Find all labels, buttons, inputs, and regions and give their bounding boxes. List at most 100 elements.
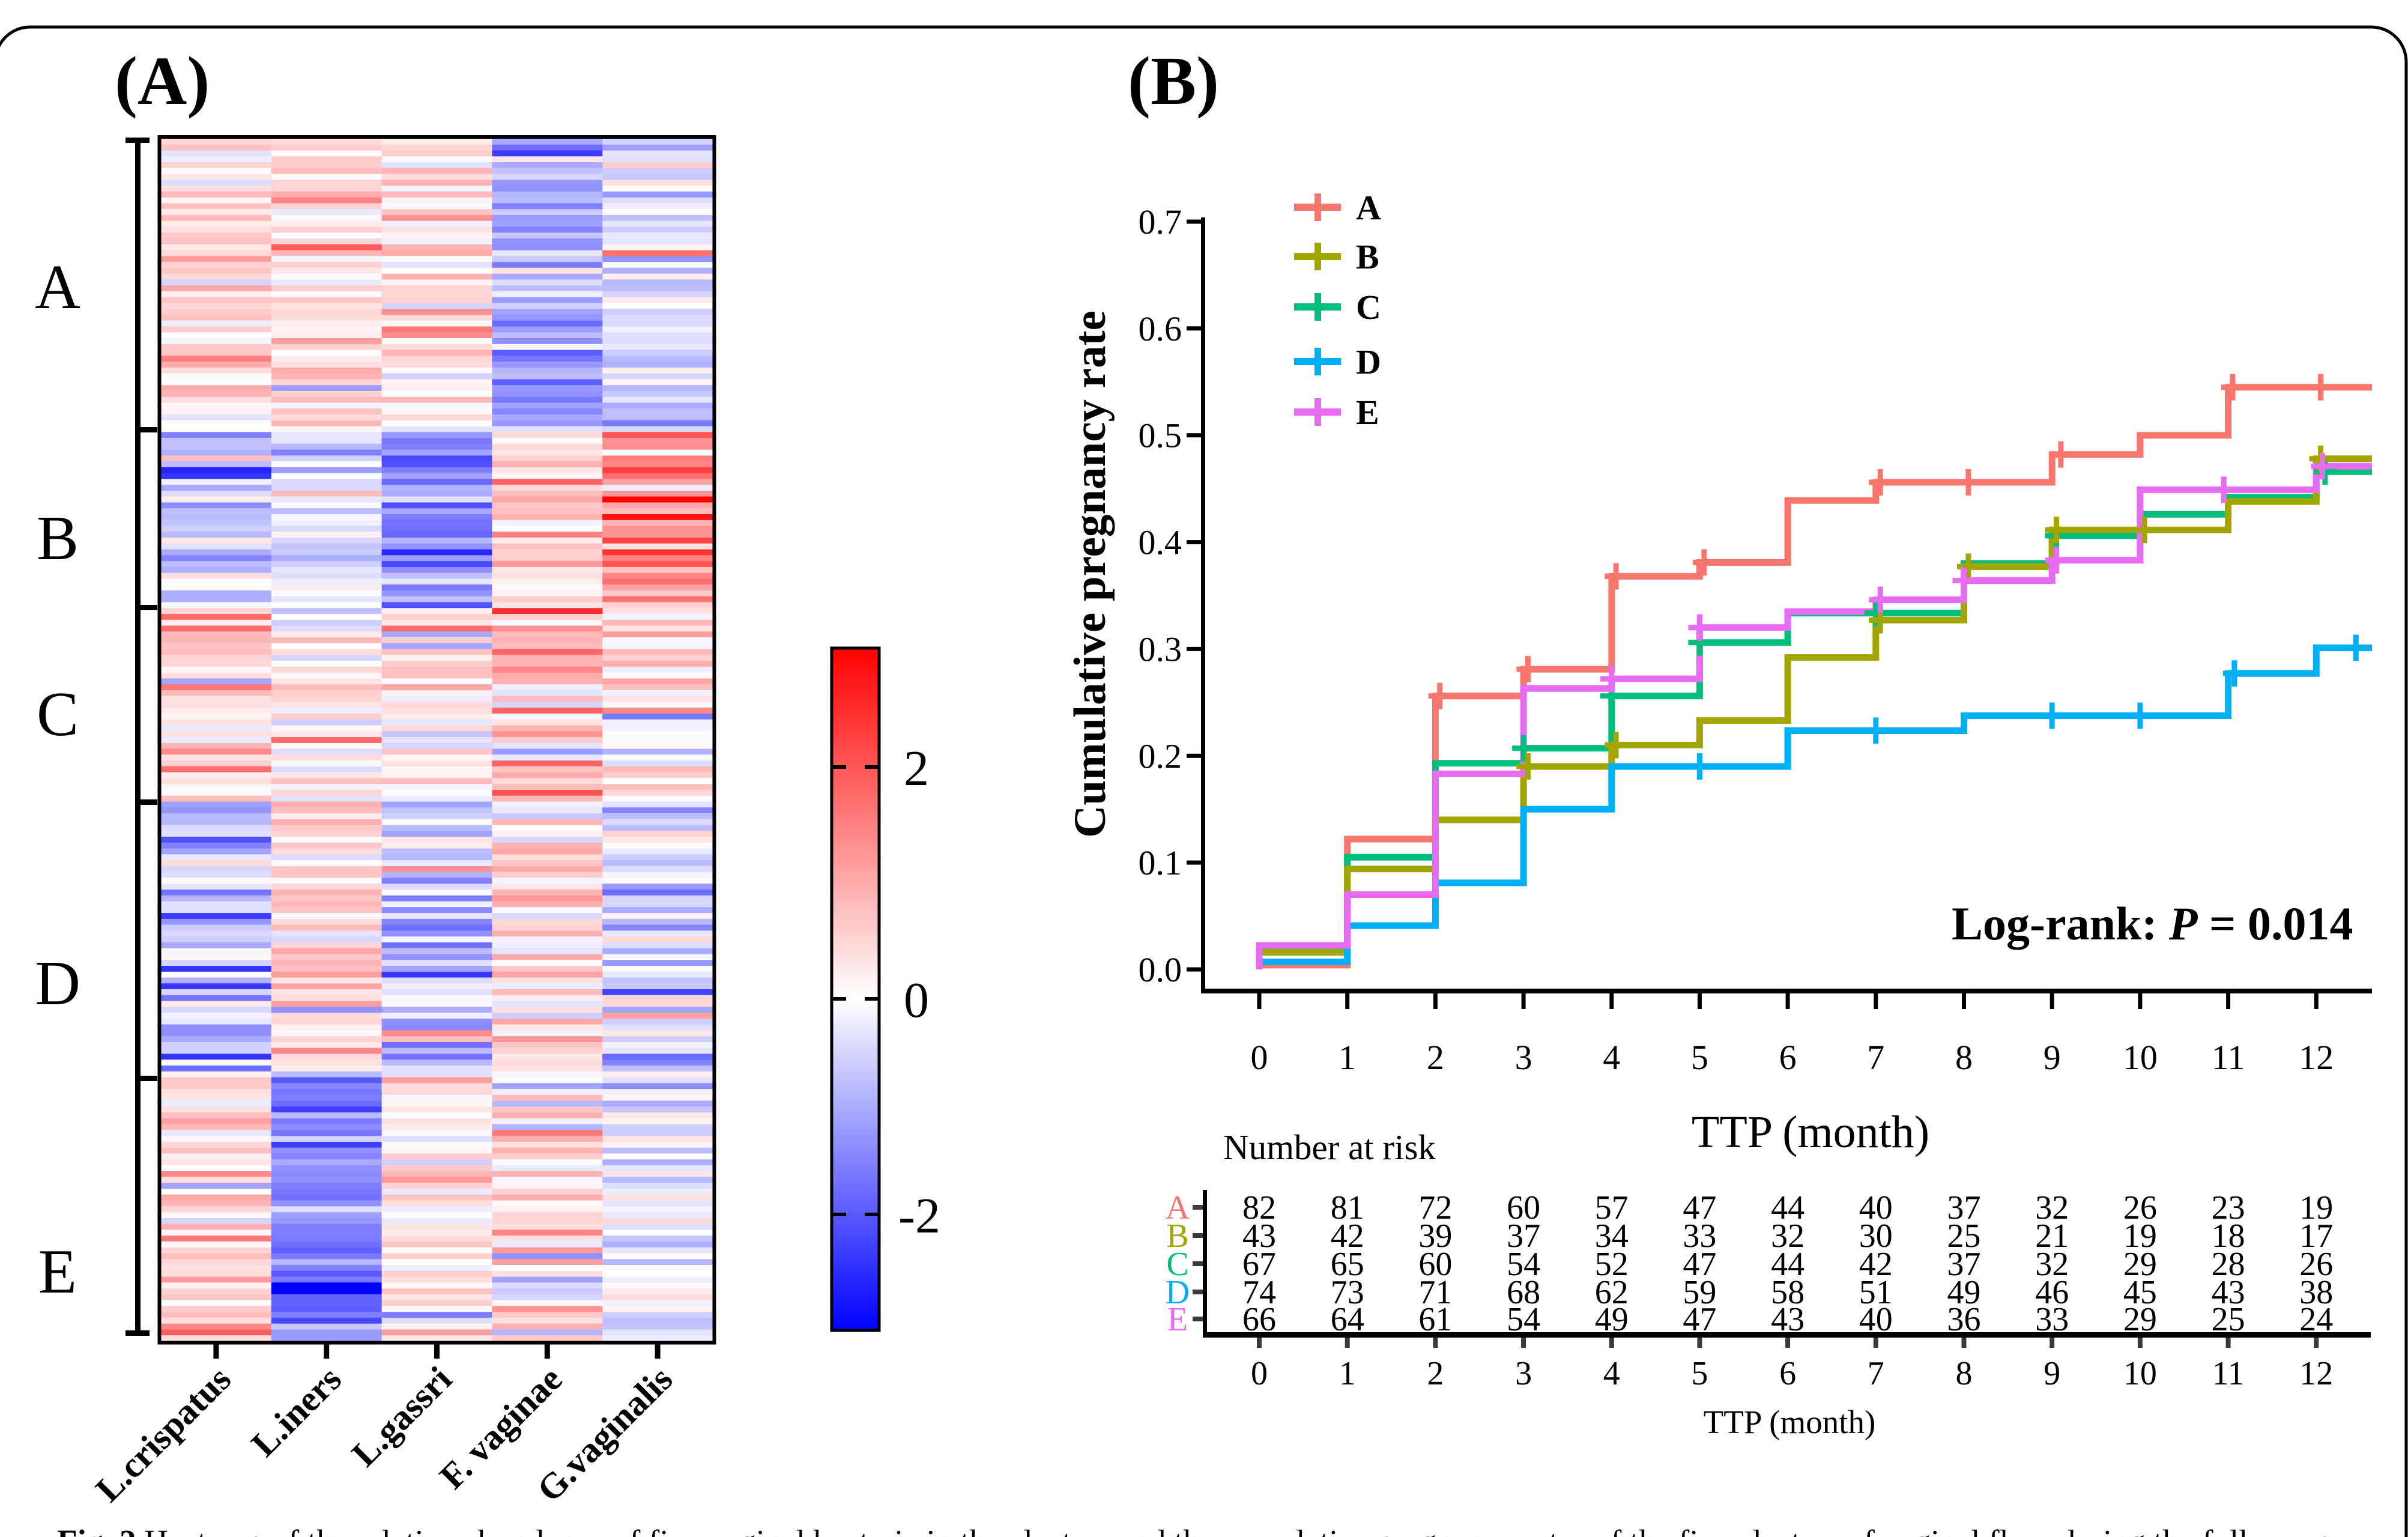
svg-text:21: 21 — [2035, 1217, 2069, 1255]
svg-text:43: 43 — [2212, 1274, 2245, 1311]
svg-text:8: 8 — [1956, 1355, 1973, 1392]
svg-text:9: 9 — [2043, 1038, 2061, 1077]
svg-text:19: 19 — [2299, 1189, 2333, 1226]
svg-text:2: 2 — [1427, 1355, 1444, 1392]
svg-text:40: 40 — [1859, 1301, 1893, 1338]
svg-text:0: 0 — [1251, 1038, 1268, 1077]
svg-text:52: 52 — [1595, 1246, 1629, 1283]
svg-text:9: 9 — [2043, 1355, 2060, 1392]
svg-text:19: 19 — [2123, 1217, 2157, 1255]
svg-text:42: 42 — [1331, 1217, 1364, 1255]
svg-text:TTP (month): TTP (month) — [1692, 1107, 1929, 1157]
svg-text:54: 54 — [1507, 1301, 1540, 1338]
svg-text:0.0: 0.0 — [1139, 950, 1182, 989]
svg-text:26: 26 — [2123, 1189, 2157, 1226]
svg-text:42: 42 — [1859, 1246, 1893, 1283]
svg-text:37: 37 — [1947, 1246, 1981, 1283]
svg-text:E: E — [38, 1236, 77, 1306]
svg-text:12: 12 — [2299, 1038, 2334, 1077]
svg-text:46: 46 — [2035, 1274, 2069, 1311]
svg-text:44: 44 — [1771, 1246, 1804, 1283]
svg-text:23: 23 — [2212, 1189, 2245, 1226]
svg-text:33: 33 — [1683, 1217, 1716, 1255]
svg-text:D: D — [1166, 1274, 1190, 1311]
svg-text:34: 34 — [1595, 1217, 1629, 1255]
svg-text:TTP (month): TTP (month) — [1704, 1404, 1876, 1440]
svg-text:74: 74 — [1242, 1274, 1276, 1311]
svg-text:68: 68 — [1507, 1274, 1540, 1311]
svg-text:Fig. 2 Heatmap of the relative: Fig. 2 Heatmap of the relative abundance… — [57, 1523, 2332, 1537]
svg-text:62: 62 — [1595, 1274, 1629, 1311]
svg-text:38: 38 — [2299, 1274, 2333, 1311]
svg-text:37: 37 — [1507, 1217, 1540, 1255]
svg-text:26: 26 — [2299, 1246, 2333, 1283]
svg-text:1: 1 — [1339, 1038, 1356, 1077]
svg-text:47: 47 — [1683, 1189, 1716, 1226]
svg-text:C: C — [1356, 288, 1381, 327]
svg-text:32: 32 — [1771, 1217, 1804, 1255]
svg-text:64: 64 — [1331, 1301, 1364, 1338]
svg-text:A: A — [1166, 1189, 1190, 1226]
svg-text:6: 6 — [1779, 1355, 1796, 1392]
svg-text:11: 11 — [2212, 1355, 2245, 1392]
svg-text:0.6: 0.6 — [1139, 309, 1182, 348]
svg-text:61: 61 — [1418, 1301, 1452, 1338]
svg-text:59: 59 — [1683, 1274, 1716, 1311]
svg-text:57: 57 — [1595, 1189, 1629, 1226]
svg-text:44: 44 — [1771, 1189, 1804, 1226]
svg-text:65: 65 — [1331, 1246, 1364, 1283]
svg-text:E: E — [1167, 1301, 1188, 1338]
svg-text:82: 82 — [1242, 1189, 1276, 1226]
svg-text:7: 7 — [1867, 1038, 1884, 1077]
svg-text:A: A — [35, 252, 80, 322]
svg-text:Log-rank: P = 0.014: Log-rank: P = 0.014 — [1952, 897, 2353, 950]
svg-text:37: 37 — [1947, 1189, 1981, 1226]
svg-text:10: 10 — [2123, 1038, 2158, 1077]
svg-text:2: 2 — [904, 741, 929, 796]
svg-text:7: 7 — [1868, 1355, 1884, 1392]
svg-text:0.7: 0.7 — [1139, 202, 1182, 241]
svg-text:1: 1 — [1339, 1355, 1356, 1392]
svg-text:3: 3 — [1515, 1038, 1532, 1077]
svg-text:43: 43 — [1771, 1301, 1804, 1338]
svg-text:E: E — [1356, 393, 1379, 432]
svg-text:60: 60 — [1507, 1189, 1540, 1226]
svg-text:B: B — [1166, 1217, 1188, 1255]
svg-text:0.2: 0.2 — [1139, 736, 1182, 775]
svg-text:45: 45 — [2123, 1274, 2157, 1311]
svg-text:0.4: 0.4 — [1139, 523, 1182, 562]
svg-text:47: 47 — [1683, 1246, 1716, 1283]
svg-text:49: 49 — [1947, 1274, 1981, 1311]
svg-text:0: 0 — [904, 972, 929, 1028]
svg-text:B: B — [37, 503, 79, 573]
svg-text:D: D — [35, 948, 80, 1018]
svg-text:30: 30 — [1859, 1217, 1893, 1255]
svg-text:32: 32 — [2035, 1246, 2069, 1283]
svg-text:C: C — [1166, 1246, 1188, 1283]
svg-text:25: 25 — [1947, 1217, 1981, 1255]
svg-text:54: 54 — [1507, 1246, 1540, 1283]
svg-text:Number at risk: Number at risk — [1223, 1127, 1436, 1167]
svg-text:49: 49 — [1595, 1301, 1629, 1338]
svg-text:(B): (B) — [1128, 43, 1219, 119]
svg-text:51: 51 — [1859, 1274, 1893, 1311]
svg-text:43: 43 — [1242, 1217, 1276, 1255]
svg-text:10: 10 — [2123, 1355, 2157, 1392]
svg-text:Cumulative pregnancy rate: Cumulative pregnancy rate — [1065, 311, 1115, 838]
svg-text:29: 29 — [2123, 1301, 2157, 1338]
svg-text:71: 71 — [1418, 1274, 1452, 1311]
svg-text:B: B — [1356, 237, 1379, 276]
svg-text:4: 4 — [1603, 1355, 1620, 1392]
svg-text:4: 4 — [1603, 1038, 1620, 1077]
svg-text:D: D — [1356, 342, 1381, 381]
svg-text:29: 29 — [2123, 1246, 2157, 1283]
svg-text:11: 11 — [2212, 1038, 2245, 1077]
svg-text:32: 32 — [2035, 1189, 2069, 1226]
svg-text:24: 24 — [2299, 1301, 2333, 1338]
svg-text:47: 47 — [1683, 1301, 1716, 1338]
svg-text:33: 33 — [2035, 1301, 2069, 1338]
svg-text:58: 58 — [1771, 1274, 1804, 1311]
svg-text:28: 28 — [2212, 1246, 2245, 1283]
svg-text:12: 12 — [2299, 1355, 2333, 1392]
svg-text:25: 25 — [2212, 1301, 2245, 1338]
